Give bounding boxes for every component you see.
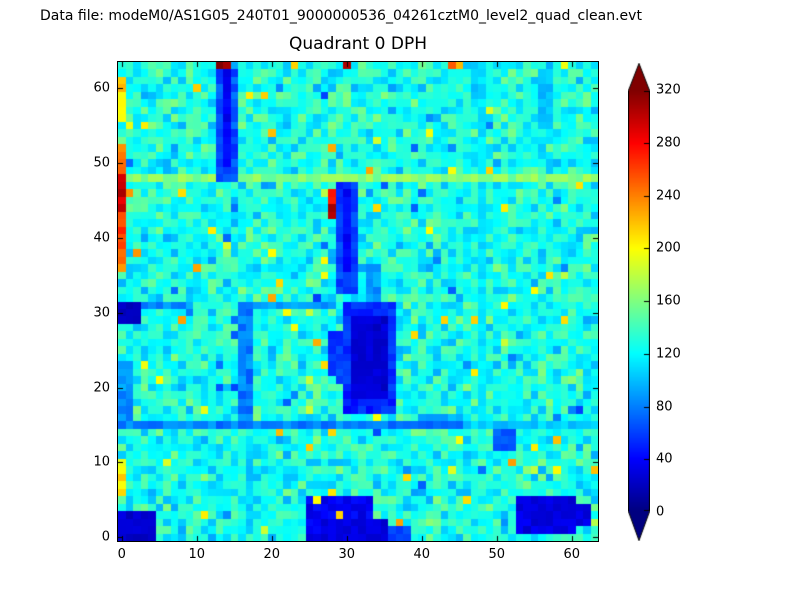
colorbar-tick-label: 280 [656, 135, 681, 151]
x-tick-label: 20 [263, 547, 281, 562]
y-tick-label: 20 [93, 380, 110, 396]
y-tick-label: 40 [93, 230, 110, 246]
y-tick-label: 0 [101, 529, 110, 545]
colorbar-canvas [628, 63, 650, 541]
y-tick-label: 30 [93, 305, 110, 321]
heatmap-canvas [118, 62, 598, 541]
datafile-label: Data file: modeM0/AS1G05_240T01_90000005… [40, 8, 642, 24]
colorbar-tick-label: 200 [656, 240, 681, 256]
heatmap-axes [117, 61, 599, 542]
colorbar-tick-label: 120 [656, 346, 681, 362]
y-tick-label: 50 [93, 155, 110, 171]
x-tick-label: 10 [188, 547, 206, 562]
y-tick-label: 10 [93, 454, 110, 470]
colorbar-tick-label: 160 [656, 293, 681, 309]
x-tick-label: 40 [413, 547, 431, 562]
x-tick-label: 50 [488, 547, 506, 562]
colorbar-tick-label: 320 [656, 82, 681, 98]
x-tick-label: 0 [117, 547, 126, 562]
colorbar-tick-label: 80 [656, 399, 673, 414]
colorbar-tick-label: 240 [656, 188, 681, 203]
colorbar-tick-label: 0 [656, 504, 665, 520]
colorbar-tick-label: 40 [656, 451, 673, 467]
x-tick-label: 30 [338, 547, 356, 562]
y-tick-label: 60 [93, 80, 110, 96]
chart-title: Quadrant 0 DPH [289, 34, 427, 54]
x-tick-label: 60 [563, 547, 581, 562]
